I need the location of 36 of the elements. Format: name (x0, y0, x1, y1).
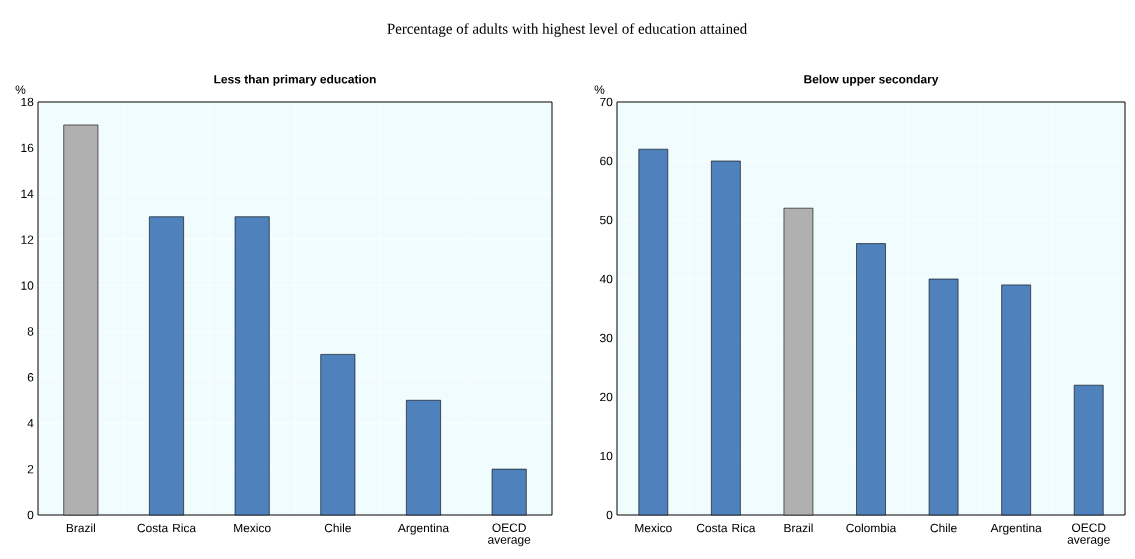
x-tick-label: Argentina (397, 523, 450, 535)
y-tick-label: 6 (27, 373, 34, 382)
x-tick-label: Brazil (66, 523, 95, 533)
y-tick-label: 20 (600, 392, 613, 402)
y-tick-label: 2 (27, 464, 34, 474)
y-tick-label: 12 (21, 235, 34, 244)
y-tick-label: 4 (27, 419, 34, 428)
y-tick-label: 70 (600, 97, 613, 107)
y-tick-label: 30 (599, 333, 613, 343)
x-tick-label: Chile (324, 523, 351, 533)
y-tick-label: 14 (21, 189, 34, 198)
x-tick-label: Mexico (234, 523, 271, 533)
y-tick-label: 50 (600, 215, 613, 225)
y-axis-title: % (15, 85, 26, 94)
y-tick-label: 16 (21, 143, 34, 153)
x-tick-label: Colombia (846, 523, 897, 533)
x-tick-label: Chile (930, 523, 957, 533)
y-tick-label: 18 (21, 97, 34, 107)
y-tick-label: 10 (600, 451, 613, 461)
x-tick-label: Argentina (990, 523, 1042, 535)
x-tick-label: OECD average (488, 523, 531, 547)
text: Percentage of adults with highest level of education attained (387, 23, 747, 37)
y-tick-label: 10 (21, 281, 34, 290)
x-tick-label: Costa Rica (137, 523, 197, 533)
chart-title: Below upper secondary (804, 74, 939, 86)
x-tick-label: OECD average (1067, 523, 1110, 547)
y-axis-title: % (594, 85, 605, 94)
y-tick-label: 0 (606, 510, 613, 520)
y-tick-label: 8 (27, 327, 34, 336)
x-tick-label: Mexico (635, 523, 672, 533)
y-tick-label: 0 (27, 510, 34, 520)
y-tick-label: 60 (600, 156, 613, 166)
x-tick-label: Brazil (784, 523, 813, 533)
chart-title: Less than primary education (214, 74, 376, 86)
x-tick-label: Costa Rica (696, 523, 756, 533)
y-tick-label: 40 (599, 274, 613, 284)
